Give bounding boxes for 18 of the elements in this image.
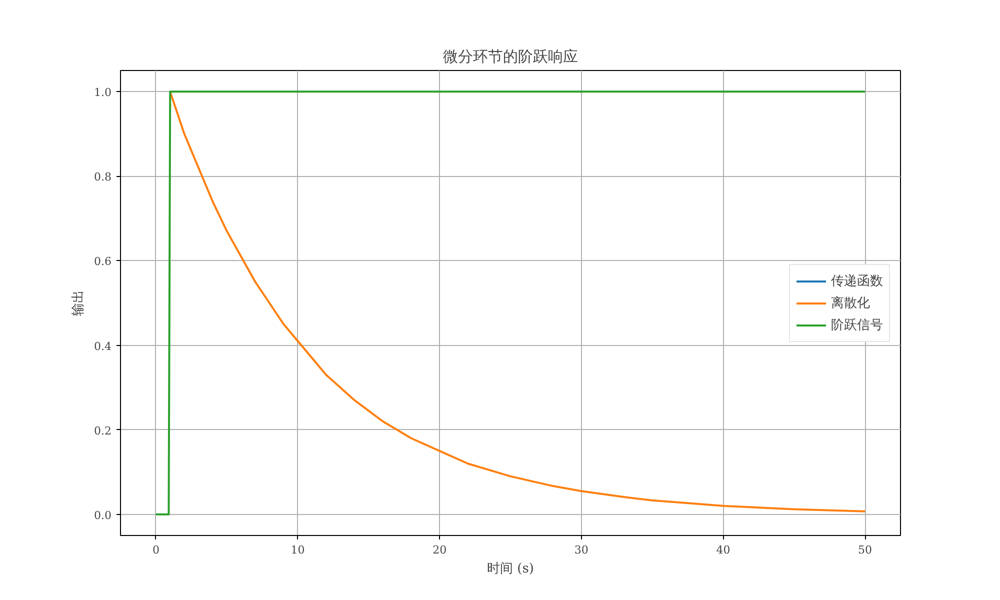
y-tick-label: 0.4 [94, 340, 112, 353]
x-tick-label: 0 [152, 544, 160, 556]
y-tick-label: 0.8 [94, 170, 112, 184]
legend-label: 离散化 [831, 294, 870, 312]
y-axis-title: 输出 [71, 290, 86, 316]
y-tick-label: 0.2 [94, 424, 112, 438]
legend-label: 阶跃信号 [831, 316, 883, 334]
y-tick-label: 0.6 [94, 255, 112, 268]
x-tick-label: 50 [858, 544, 872, 556]
y-tick-label: 1.0 [94, 86, 112, 100]
x-axis-title: 时间 (s) [487, 562, 534, 576]
x-tick-label: 20 [432, 544, 447, 556]
x-tick-label: 30 [574, 544, 588, 556]
x-tick-label: 40 [716, 544, 730, 556]
legend-label: 传递函数 [831, 272, 883, 290]
y-tick-label: 0.0 [94, 508, 112, 522]
x-tick-label: 10 [290, 544, 305, 556]
chart-title: 微分环节的阶跃响应 [443, 48, 578, 66]
